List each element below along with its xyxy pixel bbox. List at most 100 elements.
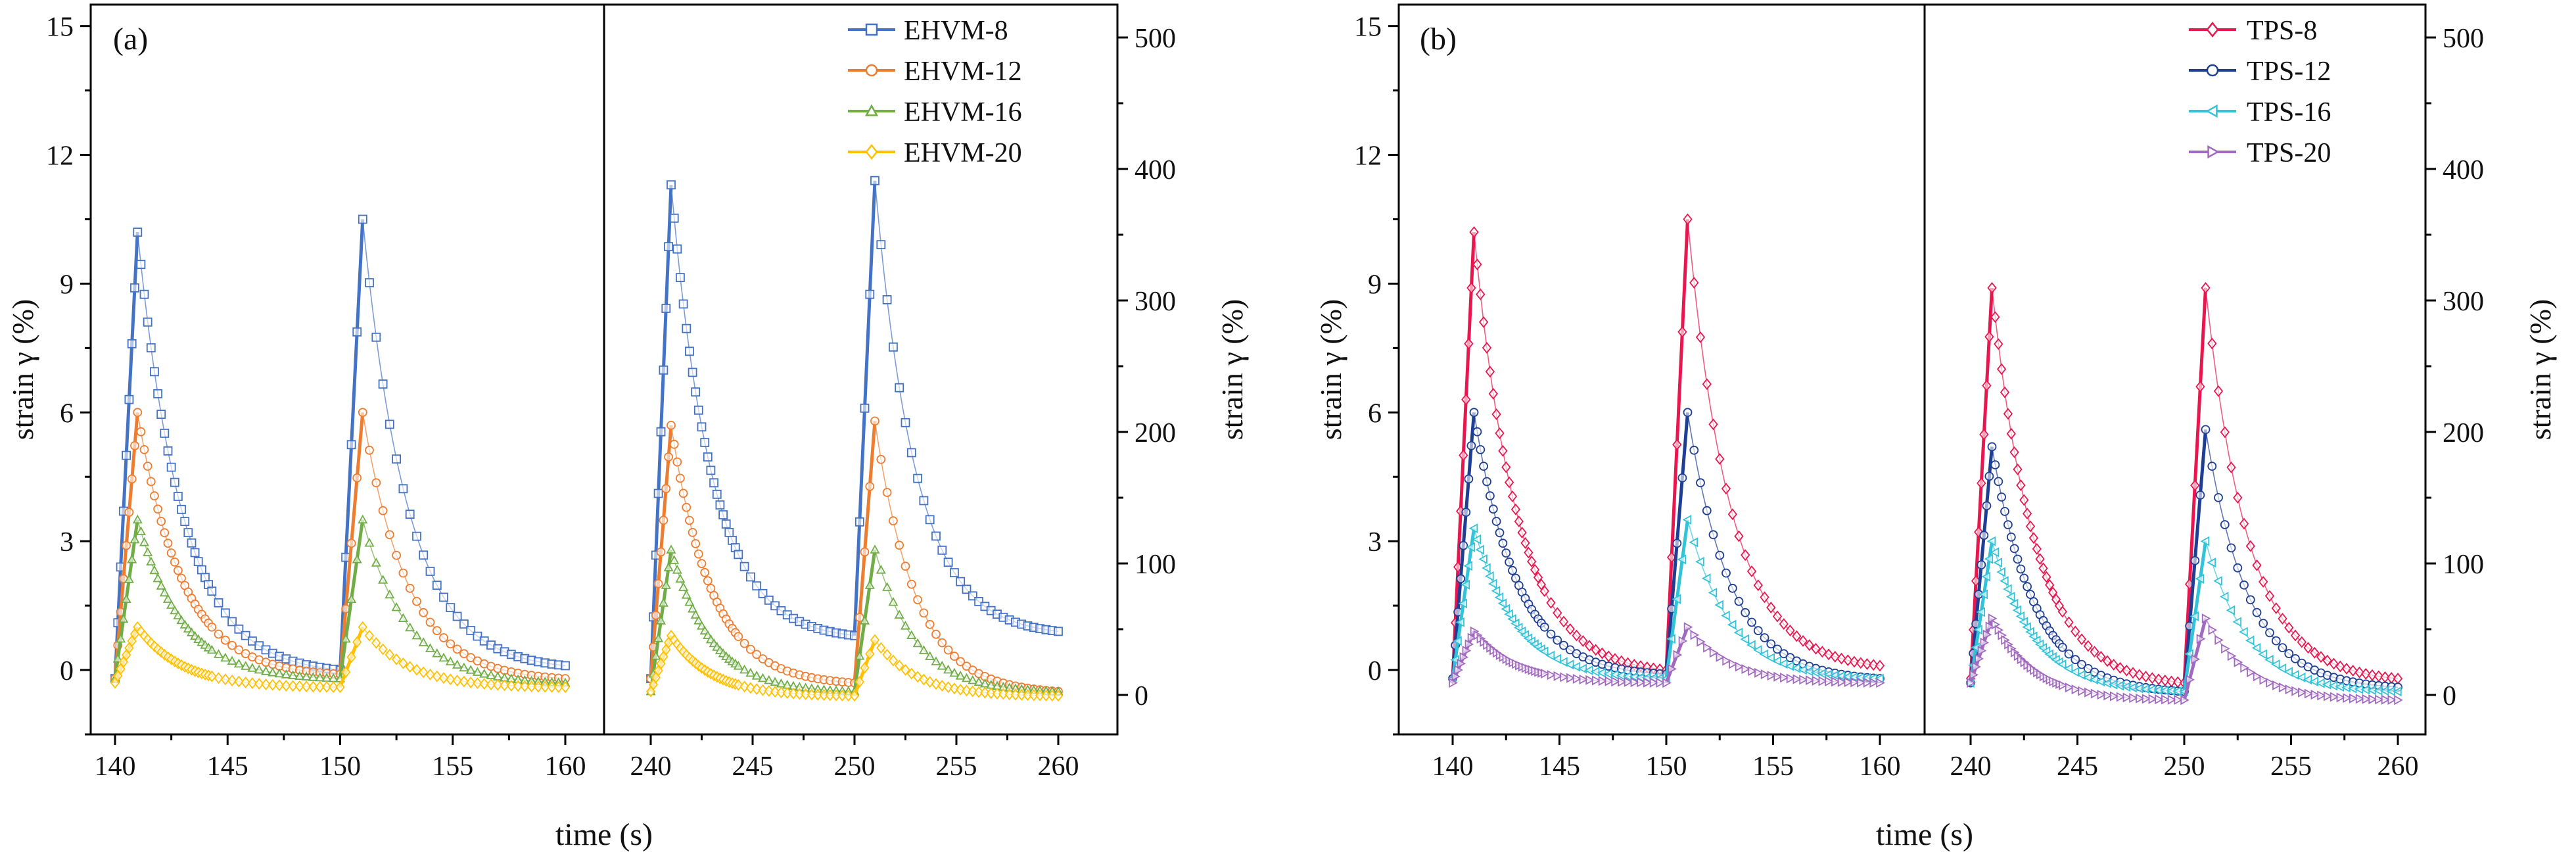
TPS-8-point xyxy=(1597,647,1607,659)
EHVM-12-point xyxy=(220,635,230,645)
TPS-8-point xyxy=(1565,623,1575,635)
TPS-20-point xyxy=(2234,657,2243,667)
EHVM-12-point xyxy=(901,561,910,571)
TPS-16-point xyxy=(1485,571,1494,581)
EHVM-8-point xyxy=(691,387,701,397)
EHVM-20-point xyxy=(553,681,563,693)
TPS-16-point xyxy=(2322,679,2331,690)
TPS-8-point xyxy=(2207,337,2217,350)
EHVM-8-point xyxy=(870,176,879,185)
TPS-8-point xyxy=(1708,418,1718,431)
EHVM-12-point xyxy=(365,445,374,455)
TPS-20-point xyxy=(1975,654,1984,664)
EHVM-8-point xyxy=(193,557,203,566)
EHVM-20-point xyxy=(329,681,339,693)
TPS-8-point xyxy=(1498,444,1508,457)
TPS-8-point xyxy=(1849,655,1860,668)
TPS-12-point xyxy=(2009,544,2019,554)
EHVM-20-point xyxy=(432,670,442,682)
EHVM-12-point xyxy=(746,644,755,654)
TPS-16-point xyxy=(1590,667,1600,677)
TPS-8-point xyxy=(2038,562,2048,575)
EHVM-8-point xyxy=(685,346,694,356)
EHVM-8-point xyxy=(678,299,688,309)
EHVM-8-point xyxy=(136,260,146,270)
EHVM-20-point xyxy=(865,648,875,660)
TPS-12-point xyxy=(1741,608,1750,617)
TPS-20-point xyxy=(1579,674,1589,685)
panel-a-x-label: time (s) xyxy=(555,817,653,852)
legend-marker-EHVM-20 xyxy=(865,143,878,160)
TPS-20-point xyxy=(1780,673,1789,683)
TPS-20-point xyxy=(2387,694,2397,705)
TPS-8-point xyxy=(1472,258,1482,271)
TPS-20-point xyxy=(1656,677,1666,688)
TPS-8-point xyxy=(2009,446,2019,458)
EHVM-12-point xyxy=(653,579,663,588)
EHVM-8-point xyxy=(718,510,728,519)
TPS-12-point xyxy=(2259,619,2268,628)
TPS-16-point xyxy=(1494,592,1504,603)
EHVM-8-point xyxy=(139,289,149,299)
TPS-8-point xyxy=(2259,575,2268,588)
EHVM-8-point xyxy=(925,515,935,525)
EHVM-16-point xyxy=(112,654,123,663)
y-left-tick-label: 0 xyxy=(60,656,74,686)
EHVM-12-point xyxy=(177,573,186,583)
EHVM-20-point xyxy=(1004,688,1014,701)
TPS-20-point xyxy=(1760,669,1770,680)
EHVM-16-point xyxy=(672,565,682,574)
x-tick-label: 155 xyxy=(1752,751,1794,782)
EHVM-20-point xyxy=(308,680,318,693)
EHVM-20-point xyxy=(931,678,941,690)
TPS-20-point xyxy=(1985,621,1995,632)
TPS-20-point xyxy=(1722,655,1731,666)
TPS-16-point xyxy=(1682,514,1692,525)
panel-b-y-label-right: strain γ (%) xyxy=(2523,299,2557,440)
TPS-16-point xyxy=(2264,654,2274,665)
TPS-20-point xyxy=(1825,676,1834,687)
TPS-8-point xyxy=(1482,342,1492,354)
TPS-16-point xyxy=(1721,610,1730,621)
EHVM-12-point xyxy=(432,626,442,636)
TPS-16-point xyxy=(1986,536,1996,546)
TPS-12-point xyxy=(2226,543,2236,553)
TPS-20-point xyxy=(2109,691,2119,702)
EHVM-16-point xyxy=(281,669,291,679)
TPS-20-point xyxy=(1735,661,1745,672)
TPS-16-point xyxy=(1772,655,1781,666)
EHVM-12-point xyxy=(378,506,388,515)
EHVM-8-point xyxy=(721,519,731,529)
TPS-12-point xyxy=(1485,491,1495,501)
TPS-20-point xyxy=(1611,677,1620,687)
TPS-8-point xyxy=(1666,551,1677,563)
legend-label-EHVM-8: EHVM-8 xyxy=(904,16,1008,46)
EHVM-8-point xyxy=(197,565,206,575)
legend-marker-EHVM-12 xyxy=(865,64,878,77)
EHVM-8-point xyxy=(919,496,929,506)
TPS-20-point xyxy=(1459,652,1469,663)
x-tick-label: 140 xyxy=(95,751,136,782)
legend-label-TPS-8: TPS-8 xyxy=(2247,16,2317,46)
EHVM-12-point xyxy=(358,408,367,417)
EHVM-12-point xyxy=(672,457,682,467)
TPS-12-point xyxy=(1977,560,1986,569)
EHVM-20-point xyxy=(288,680,298,692)
EHVM-16-point xyxy=(220,652,231,662)
TPS-8-point xyxy=(2322,654,2332,667)
EHVM-12-point xyxy=(130,441,139,450)
TPS-8-point xyxy=(1702,378,1712,391)
y-left-tick-label: 15 xyxy=(46,12,74,43)
EHVM-16-point xyxy=(156,581,166,590)
EHVM-16-point xyxy=(859,615,870,625)
TPS-20-point xyxy=(2078,686,2087,696)
TPS-16-point xyxy=(1984,554,1994,564)
EHVM-8-point xyxy=(365,278,374,287)
EHVM-20-point xyxy=(876,642,886,654)
TPS-20-point xyxy=(2362,694,2372,704)
TPS-12-point xyxy=(2252,608,2262,617)
TPS-20-point xyxy=(1876,678,1885,688)
EHVM-20-point xyxy=(1035,689,1045,702)
TPS-16-point xyxy=(2070,667,2080,677)
